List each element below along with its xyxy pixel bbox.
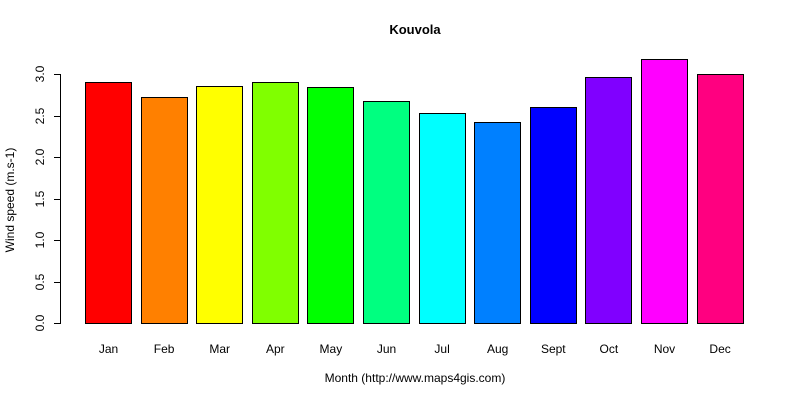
x-tick-label: Aug <box>487 342 509 356</box>
y-tick-label-text: 3.0 <box>33 65 47 83</box>
y-tick-label: 0.0 <box>30 313 50 333</box>
bar-sept <box>529 107 577 324</box>
x-tick-label: Nov <box>653 342 676 356</box>
y-tick-label: 2.0 <box>30 147 50 167</box>
chart-title: Kouvola <box>389 22 441 37</box>
y-tick-label-text: 1.5 <box>33 190 47 207</box>
y-tick-label: 3.0 <box>30 64 50 84</box>
x-tick-label: Jan <box>98 342 119 356</box>
x-tick-label: Feb <box>153 342 175 356</box>
bar-jul <box>418 113 466 324</box>
x-tick-label: Dec <box>709 342 731 356</box>
y-tick <box>54 157 61 158</box>
bar-oct <box>585 77 633 324</box>
x-tick-label: May <box>319 342 343 356</box>
bar-mar <box>196 85 244 324</box>
bar-dec <box>696 74 744 324</box>
y-tick <box>54 115 61 117</box>
y-tick-label: 1.0 <box>30 230 50 250</box>
y-tick <box>54 74 61 75</box>
y-tick-label-text: 0.5 <box>33 273 47 290</box>
y-tick <box>54 240 61 241</box>
x-tick-label: Oct <box>599 342 619 356</box>
y-tick-label: 1.5 <box>30 189 50 209</box>
y-tick-label: 2.5 <box>30 106 50 126</box>
y-tick <box>54 198 61 200</box>
x-tick-label: Jul <box>434 342 450 356</box>
y-tick <box>54 323 61 324</box>
bar-aug <box>474 122 522 324</box>
y-tick-label-text: 2.0 <box>33 148 47 166</box>
bar-feb <box>140 97 188 324</box>
y-tick-label-text: 2.5 <box>33 107 47 124</box>
x-tick-label: Mar <box>209 342 231 356</box>
y-tick-label-text: 1.0 <box>33 231 47 249</box>
x-tick-label: Jun <box>376 342 397 356</box>
y-tick <box>54 281 61 283</box>
y-tick-label-text: 0.0 <box>33 314 47 332</box>
x-tick-label: Sept <box>540 342 566 356</box>
bar-may <box>307 87 355 324</box>
y-tick-label: 0.5 <box>30 272 50 292</box>
y-axis-label-container: Wind speed (m.s-1) <box>2 110 18 290</box>
x-tick-label: Apr <box>265 342 285 356</box>
x-axis-label: Month (http://www.maps4gis.com) <box>324 371 506 385</box>
y-axis-label: Wind speed (m.s-1) <box>3 147 17 253</box>
bar-jun <box>363 101 410 324</box>
bar-jan <box>85 82 132 324</box>
bar-nov <box>641 59 688 324</box>
bar-apr <box>251 82 299 324</box>
